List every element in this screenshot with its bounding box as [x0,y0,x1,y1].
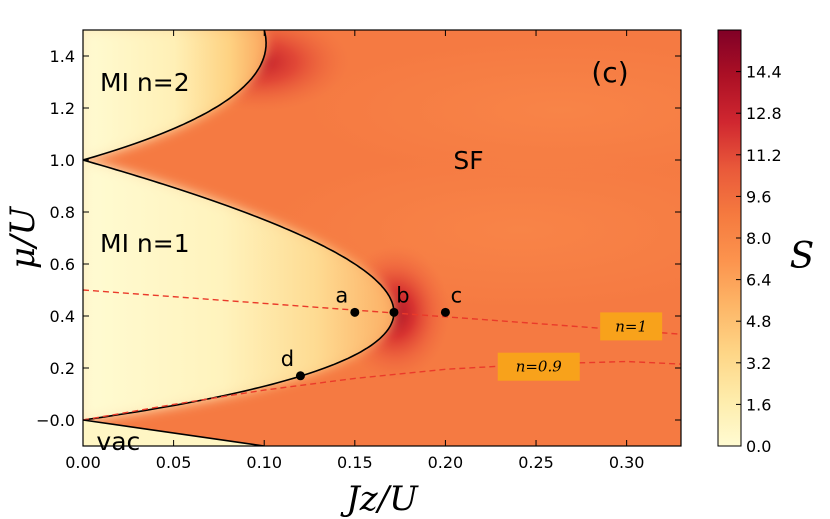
point-label-d: d [281,347,294,371]
y-tick-label-6: 1.2 [50,99,75,118]
point-a [350,307,360,317]
line-label-box-1 [497,352,580,381]
region-label-mi-n-2: MI n=2 [100,68,190,97]
y-axis-label: μ/U [3,206,43,270]
sf-upper-band [300,40,681,180]
colorbar-tick-label-0: 0.0 [746,437,771,456]
region-label-mi-n-1: MI n=1 [100,229,190,258]
point-d [295,371,305,381]
colorbar-tick-label-1: 1.6 [746,395,771,414]
region-label-sf: SF [453,146,483,175]
marked-points: a b c d [281,283,463,381]
mott-lobe-2-core [83,30,267,160]
x-tick-label-3: 0.15 [337,453,373,472]
line-label-1: n=0.9 [516,358,563,376]
dashed-line-n09 [83,360,681,421]
mott-lobe-fill [83,30,394,446]
entropy-heatmap [83,30,681,446]
region-labels: MI n=2 MI n=1 SF vac [96,68,483,456]
colorbar-label: S [790,236,815,277]
colorbar-tick-label-6: 9.6 [746,187,771,206]
line-label-0: n=1 [615,317,647,335]
x-tick-label-2: 0.10 [246,453,282,472]
colorbar-tick-label-4: 6.4 [746,271,771,290]
x-axis-ticks: 0.00 0.05 0.10 0.15 0.20 0.25 0.30 [65,30,644,472]
x-tick-label-4: 0.20 [428,453,464,472]
mott-lobe-1-core [83,160,394,420]
line-labels: n=1 n=0.9 [497,312,663,381]
colorbar-tick-label-3: 4.8 [746,312,771,331]
plot-frame [82,29,682,447]
region-label-vac: vac [96,427,140,456]
point-label-c: c [451,283,463,307]
vacuum-boundary [83,419,265,446]
y-tick-label-5: 1.0 [50,151,75,170]
x-tick-label-1: 0.05 [156,453,192,472]
point-c [440,307,450,317]
y-tick-label-3: 0.6 [50,255,75,274]
line-label-box-0 [600,312,663,341]
point-b [389,307,399,317]
x-tick-label-0: 0.00 [65,453,101,472]
x-axis-label: Jz/U [340,479,419,519]
panel-label: (c) [591,56,628,89]
point-label-a: a [335,283,348,307]
constant-density-lines [83,289,681,421]
colorbar-tick-label-8: 12.8 [746,104,782,123]
x-tick-label-6: 0.30 [609,453,645,472]
y-axis-ticks: −0.0 0.2 0.4 0.6 0.8 1.0 1.2 1.4 [36,47,681,430]
y-tick-label-1: 0.2 [50,359,75,378]
y-tick-label-7: 1.4 [50,47,75,66]
point-label-b: b [396,283,409,307]
colorbar-tick-label-9: 14.4 [746,63,782,82]
colorbar-tick-label-5: 8.0 [746,229,771,248]
colorbar: 0.0 1.6 3.2 4.8 6.4 8.0 9.6 11.2 12.8 14.4 [717,29,782,456]
y-tick-label-2: 0.4 [50,307,75,326]
y-tick-label-4: 0.8 [50,203,75,222]
colorbar-tick-label-7: 11.2 [746,146,782,165]
mott-lobe-2-boundary [83,30,267,161]
colorbar-tick-label-2: 3.2 [746,354,771,373]
x-tick-label-5: 0.25 [518,453,554,472]
y-tick-label-0: −0.0 [36,411,75,430]
